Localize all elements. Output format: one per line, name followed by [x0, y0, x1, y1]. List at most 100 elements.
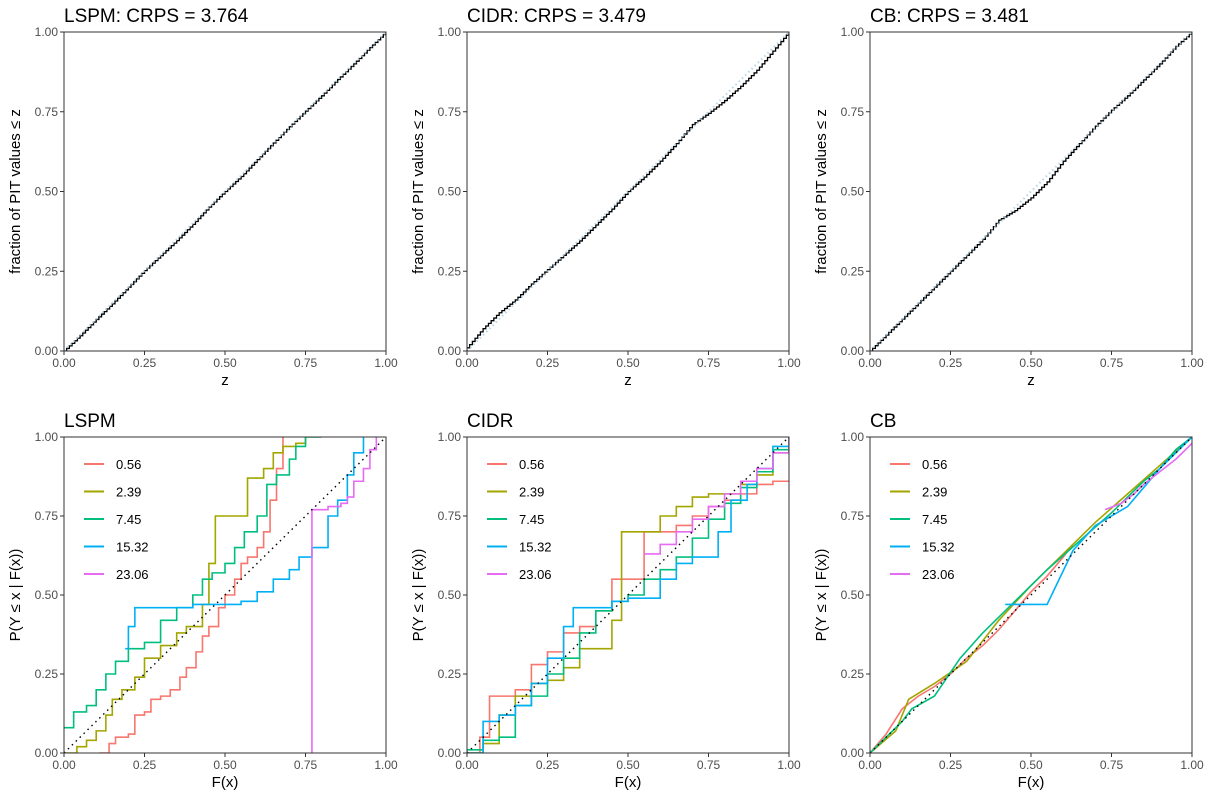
plot-area — [870, 437, 1192, 753]
legend-label: 23.06 — [922, 567, 955, 582]
legend-label: 0.56 — [922, 457, 947, 472]
panel-title: LSPM: CRPS = 3.764 — [64, 6, 249, 27]
panel-1: LSPM: CRPS = 3.764 0.000.00 0.25 0.25 0.50 0.… — [7, 6, 398, 389]
y-tick-label: 0.50 — [35, 185, 59, 199]
reference-diagonal — [870, 437, 1192, 753]
x-axis-label: z — [221, 372, 229, 389]
x-tick-label: 0.75 — [697, 356, 721, 370]
y-tick-label: 0.25 — [438, 264, 462, 278]
y-axis-label: fraction of PIT values ≤ z — [7, 109, 24, 274]
y-tick-label: 0.75 — [841, 509, 865, 523]
y-axis-label: P(Y ≤ x | F(x)) — [410, 549, 427, 642]
plot-area — [870, 32, 1192, 351]
y-tick-label: 0.00 — [841, 746, 865, 760]
legend-label: 2.39 — [519, 485, 544, 500]
y-tick-label: 0.50 — [35, 588, 59, 602]
series-line-2.39 — [870, 437, 1192, 753]
y-axis-label: fraction of PIT values ≤ z — [813, 109, 830, 274]
legend-label: 23.06 — [519, 567, 552, 582]
panel-4: LSPM 0.000.00 0.25 0.25 0.50 0.50 0.75 0.75 1.00… — [7, 411, 398, 791]
x-tick-label: 0.25 — [536, 758, 560, 772]
panel-title: CB — [870, 411, 896, 432]
legend-label: 0.56 — [116, 457, 141, 472]
x-tick-label: 1.00 — [374, 758, 398, 772]
pit-step-line — [467, 32, 789, 349]
pit-step-line — [870, 32, 1192, 351]
x-tick-label: 1.00 — [1180, 356, 1204, 370]
y-tick-label: 0.25 — [841, 264, 865, 278]
y-tick-label: 0.50 — [841, 588, 865, 602]
y-tick-label: 0.75 — [841, 105, 865, 119]
y-tick-label: 1.00 — [438, 430, 462, 444]
x-tick-label: 0.75 — [1100, 356, 1124, 370]
y-tick-label: 0.50 — [438, 185, 462, 199]
x-tick-label: 0.25 — [939, 758, 963, 772]
series-line-23.06 — [311, 437, 378, 753]
y-tick-label: 1.00 — [841, 25, 865, 39]
series-line-15.32 — [467, 437, 789, 753]
legend-label: 7.45 — [922, 512, 947, 527]
reference-diagonal — [64, 437, 386, 753]
plot-area — [467, 32, 789, 351]
legend-label: 2.39 — [922, 485, 947, 500]
series-line-2.39 — [64, 437, 307, 753]
series-line-23.06 — [1104, 442, 1192, 511]
x-tick-label: 0.00 — [455, 758, 479, 772]
y-axis-label: fraction of PIT values ≤ z — [410, 109, 427, 274]
y-tick-label: 0.50 — [841, 185, 865, 199]
reference-diagonal — [467, 437, 789, 753]
panel-6: CB 0.000.00 0.25 0.25 0.50 0.50 0.75 0.75 1.00 1.… — [813, 411, 1204, 791]
y-tick-label: 0.00 — [35, 344, 59, 358]
panel-title: LSPM — [64, 411, 116, 432]
legend: 0.56 2.39 7.45 15.32 23.06 — [487, 457, 552, 582]
x-tick-label: 0.75 — [697, 758, 721, 772]
y-tick-label: 0.75 — [35, 105, 59, 119]
x-axis-label: z — [1027, 372, 1035, 389]
x-tick-label: 0.50 — [616, 758, 640, 772]
y-tick-label: 0.75 — [35, 509, 59, 523]
x-tick-label: 0.00 — [858, 758, 882, 772]
x-tick-label: 0.75 — [1100, 758, 1124, 772]
x-tick-label: 0.50 — [213, 356, 237, 370]
y-tick-label: 0.00 — [438, 746, 462, 760]
pit-step-line — [64, 32, 386, 351]
x-tick-label: 0.75 — [294, 356, 318, 370]
legend-label: 15.32 — [922, 540, 955, 555]
x-tick-label: 0.50 — [213, 758, 237, 772]
y-tick-label: 1.00 — [35, 430, 59, 444]
x-tick-label: 0.75 — [294, 758, 318, 772]
plot-area — [64, 437, 386, 753]
y-tick-label: 1.00 — [841, 430, 865, 444]
y-tick-label: 0.25 — [438, 667, 462, 681]
y-tick-label: 0.75 — [438, 509, 462, 523]
panel-title: CIDR: CRPS = 3.479 — [467, 6, 646, 27]
x-tick-label: 1.00 — [1180, 758, 1204, 772]
y-axis-label: P(Y ≤ x | F(x)) — [813, 549, 830, 642]
x-tick-label: 0.25 — [536, 356, 560, 370]
y-tick-label: 0.00 — [841, 344, 865, 358]
legend-label: 7.45 — [519, 512, 544, 527]
y-tick-label: 0.75 — [438, 105, 462, 119]
x-axis-label: F(x) — [615, 774, 642, 791]
series-line-23.06 — [644, 437, 789, 555]
x-axis-label: F(x) — [1018, 774, 1045, 791]
x-tick-label: 0.50 — [1019, 356, 1043, 370]
series-line-15.32 — [1005, 437, 1192, 606]
y-tick-label: 0.00 — [438, 344, 462, 358]
x-tick-label: 0.25 — [133, 758, 157, 772]
x-tick-label: 0.50 — [1019, 758, 1043, 772]
legend-label: 15.32 — [519, 540, 552, 555]
x-tick-label: 1.00 — [777, 356, 801, 370]
panel-3: CB: CRPS = 3.481 0.000.00 0.25 0.25 0.50 0.50… — [813, 6, 1204, 389]
panel-5: CIDR 0.000.00 0.25 0.25 0.50 0.50 0.75 0.75 1.00… — [410, 411, 801, 791]
legend-label: 0.56 — [519, 457, 544, 472]
y-tick-label: 0.25 — [35, 264, 59, 278]
x-tick-label: 1.00 — [777, 758, 801, 772]
series-line-7.45 — [64, 437, 322, 729]
plot-area — [64, 32, 386, 351]
y-tick-label: 1.00 — [438, 25, 462, 39]
x-tick-label: 0.25 — [133, 356, 157, 370]
legend: 0.56 2.39 7.45 15.32 23.06 — [84, 457, 149, 582]
y-axis-label: P(Y ≤ x | F(x)) — [7, 549, 24, 642]
